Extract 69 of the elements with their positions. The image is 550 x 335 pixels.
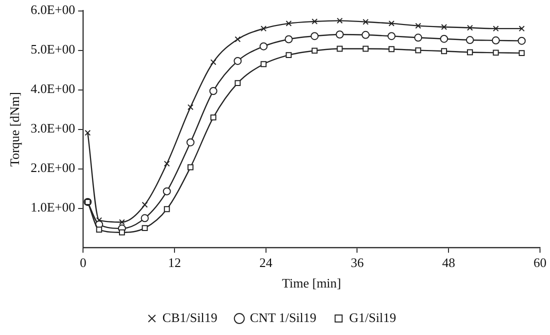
point bbox=[188, 164, 194, 170]
point bbox=[164, 206, 170, 212]
point bbox=[234, 56, 242, 65]
point bbox=[466, 24, 473, 31]
point bbox=[492, 26, 499, 32]
point bbox=[415, 47, 422, 54]
point bbox=[518, 26, 525, 32]
x-tick-label: 36 bbox=[350, 255, 364, 270]
point bbox=[441, 24, 448, 30]
point bbox=[492, 36, 500, 44]
y-tick-label: 5.0E+00 bbox=[30, 42, 76, 57]
x-tick-label: 12 bbox=[168, 255, 181, 270]
x-tick-label: 60 bbox=[534, 255, 546, 270]
point bbox=[234, 36, 241, 42]
point bbox=[210, 114, 216, 120]
point bbox=[362, 46, 369, 52]
point bbox=[142, 225, 148, 232]
point bbox=[388, 32, 396, 40]
point bbox=[362, 30, 370, 39]
point bbox=[518, 36, 526, 45]
point bbox=[96, 226, 102, 233]
y-tick-label: 4.0E+00 bbox=[30, 81, 76, 96]
point bbox=[388, 46, 394, 52]
y-tick-label: 3.0E+00 bbox=[30, 120, 76, 136]
point bbox=[336, 46, 343, 52]
point bbox=[492, 50, 499, 56]
point bbox=[162, 187, 171, 196]
point bbox=[336, 30, 344, 38]
point bbox=[260, 61, 267, 68]
point bbox=[466, 49, 473, 56]
point bbox=[362, 18, 369, 25]
point bbox=[234, 80, 241, 86]
x-tick-label: 48 bbox=[442, 255, 456, 270]
point bbox=[210, 59, 216, 66]
point bbox=[312, 48, 318, 54]
point bbox=[260, 42, 268, 50]
x-tick-label: 0 bbox=[80, 255, 86, 270]
point bbox=[414, 34, 422, 42]
point bbox=[188, 104, 194, 110]
point bbox=[84, 130, 91, 136]
y-tick-label: 2.0E+00 bbox=[30, 160, 76, 176]
point bbox=[466, 36, 474, 44]
point bbox=[310, 32, 319, 40]
legend-label: CB1/Sil19 bbox=[162, 310, 218, 325]
point bbox=[186, 138, 194, 146]
point bbox=[284, 35, 293, 44]
x-tick-label: 24 bbox=[259, 255, 273, 270]
point bbox=[336, 18, 343, 24]
point bbox=[440, 34, 448, 43]
legend-label: G1/Sil19 bbox=[349, 310, 396, 325]
y-axis-title: Torque [dNm] bbox=[7, 92, 22, 167]
point bbox=[118, 219, 125, 226]
y-tick-label: 6.0E+00 bbox=[30, 2, 76, 18]
point bbox=[164, 160, 170, 167]
point bbox=[286, 52, 292, 58]
point bbox=[142, 202, 148, 208]
point bbox=[286, 20, 292, 26]
point bbox=[312, 18, 318, 24]
point bbox=[209, 86, 218, 95]
point bbox=[415, 22, 422, 29]
point bbox=[260, 26, 267, 32]
point bbox=[140, 214, 149, 222]
point bbox=[441, 48, 448, 54]
point bbox=[388, 20, 394, 26]
point bbox=[518, 50, 525, 56]
y-tick-label: 1.0E+00 bbox=[30, 200, 76, 215]
legend-label: CNT 1/Sil19 bbox=[250, 310, 316, 325]
x-axis-title: Time [min] bbox=[282, 276, 342, 291]
point bbox=[118, 229, 125, 236]
